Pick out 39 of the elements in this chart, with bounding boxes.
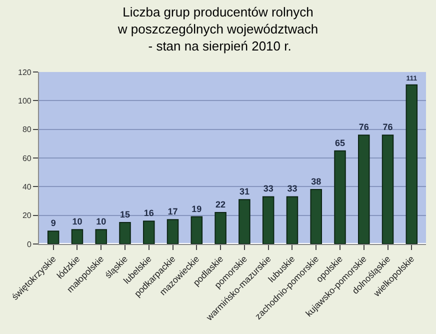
data-label: 76 (358, 122, 369, 132)
y-tick-label: 60 (22, 154, 32, 163)
bar (238, 199, 250, 244)
y-tick-label: 0 (26, 240, 32, 249)
y-tick-label: 100 (18, 96, 32, 106)
data-label: 31 (239, 186, 250, 197)
data-label: 15 (120, 210, 130, 220)
data-label: 33 (287, 184, 298, 194)
data-label: 33 (263, 184, 274, 194)
y-tick-label: 120 (18, 68, 32, 77)
y-tick-label: 80 (22, 125, 32, 134)
y-tick-label: 20 (22, 211, 32, 220)
bar (143, 220, 155, 244)
data-label: 9 (50, 218, 56, 228)
bar (214, 212, 226, 244)
bar (382, 134, 394, 244)
bar (166, 219, 179, 244)
bar (95, 229, 107, 244)
bar (286, 196, 298, 244)
bar (262, 196, 274, 244)
data-label: 10 (96, 216, 106, 227)
bar (190, 216, 203, 244)
data-label: 65 (334, 138, 346, 148)
data-label: 22 (216, 199, 226, 210)
y-tick-label: 40 (22, 182, 32, 192)
data-label: 16 (144, 208, 154, 218)
data-label: 17 (168, 206, 178, 217)
chart-title: Liczba grup producentów rolnych w poszczególnych województwach - stan na sierpień 2010 r. (116, 4, 318, 54)
data-label: 76 (382, 122, 393, 132)
bar (310, 189, 322, 244)
bar (406, 84, 418, 244)
bar (119, 222, 131, 244)
bar (334, 150, 346, 244)
data-label: 38 (311, 176, 322, 187)
data-label: 10 (72, 216, 82, 227)
bar (71, 229, 84, 244)
bar (358, 134, 370, 244)
data-label: 19 (192, 204, 202, 214)
bar (47, 230, 60, 244)
